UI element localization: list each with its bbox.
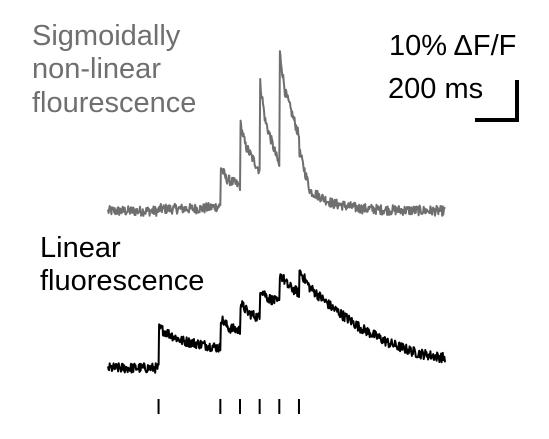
scale-bar-y-label: 10% ΔF/F (389, 30, 517, 62)
gray-label-line-2: non-linear (32, 53, 161, 86)
scale-bar-x-label: 200 ms (388, 73, 484, 105)
gray-label-line-3: flourescence (32, 86, 197, 119)
black-trace-label: Linear fluorescence (40, 232, 204, 299)
trace-line-sigmoidal (107, 50, 446, 217)
black-label-line-1: Linear (40, 232, 121, 264)
trace-line-linear (107, 269, 446, 374)
stimulus-markers (157, 399, 300, 414)
gray-label-line-1: Sigmoidally (32, 20, 181, 52)
gray-trace-label: Sigmoidally non-linear flourescence (32, 20, 196, 120)
black-label-line-2: fluorescence (40, 265, 205, 298)
series-layer (107, 50, 446, 374)
scale-bar (475, 80, 519, 122)
